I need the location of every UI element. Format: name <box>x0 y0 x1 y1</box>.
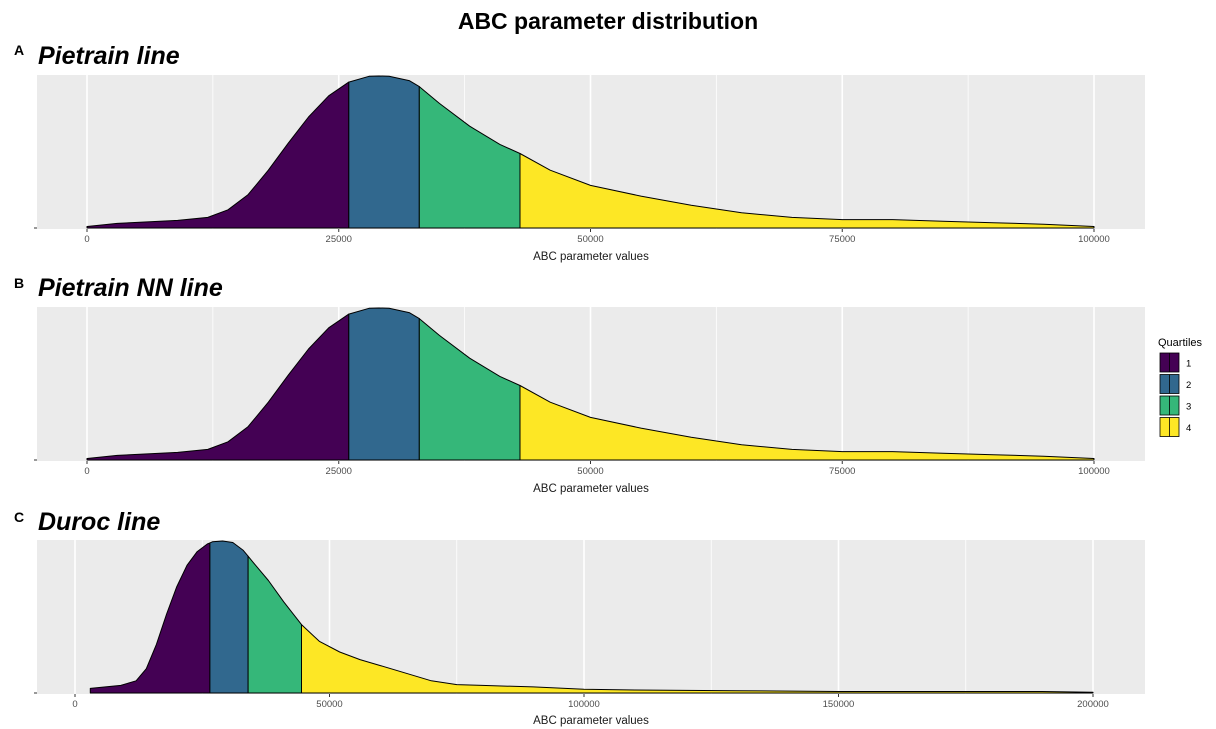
legend: Quartiles 1 2 3 4 <box>1158 337 1203 437</box>
x-tick-label: 50000 <box>316 699 342 710</box>
x-tick-label: 25000 <box>326 234 352 245</box>
legend-label: 1 <box>1186 359 1191 370</box>
quartile-1-area <box>86 81 350 229</box>
quartile-2-area <box>348 75 420 229</box>
x-axis-label: ABC parameter values <box>533 715 649 727</box>
x-tick-label: 0 <box>84 234 89 245</box>
page-title: ABC parameter distribution <box>457 8 759 34</box>
quartile-4-area <box>519 385 1095 461</box>
legend-label: 4 <box>1186 423 1191 434</box>
panel-title: Pietrain NN line <box>38 274 223 302</box>
quartile-2-area <box>348 307 420 461</box>
x-tick-label: 50000 <box>577 234 603 245</box>
x-axis-label: ABC parameter values <box>533 251 649 263</box>
panel-letter: A <box>14 42 24 58</box>
quartile-4-area <box>519 153 1095 229</box>
quartile-1-area <box>89 542 211 694</box>
legend-key-4: 4 <box>1159 417 1191 437</box>
x-axis-label: ABC parameter values <box>533 483 649 495</box>
x-tick-label: 100000 <box>1078 234 1110 245</box>
density-panel-b: B Pietrain NN line 0 25000 50000 75000 100000 A… <box>14 274 1145 495</box>
x-tick-label: 200000 <box>1077 699 1109 710</box>
x-tick-label: 100000 <box>1078 466 1110 477</box>
quartile-2-area <box>209 540 249 694</box>
x-tick-label: 50000 <box>577 466 603 477</box>
panel-title: Duroc line <box>38 508 160 536</box>
x-tick-label: 0 <box>84 466 89 477</box>
density-panel-c: C Duroc line 0 50000 100000 150000 200000 ABC p… <box>14 508 1145 727</box>
legend-key-3: 3 <box>1159 395 1191 416</box>
legend-label: 2 <box>1186 380 1191 391</box>
legend-label: 3 <box>1186 402 1191 413</box>
x-tick-label: 75000 <box>829 466 855 477</box>
density-panel-a: A Pietrain line 0 25000 50000 75000 100000 ABC … <box>14 42 1145 263</box>
legend-key-2: 2 <box>1159 374 1191 394</box>
x-tick-label: 0 <box>72 699 77 710</box>
legend-title: Quartiles <box>1158 337 1203 349</box>
quartile-1-area <box>86 313 350 461</box>
legend-key-1: 1 <box>1159 352 1191 373</box>
panel-title: Pietrain line <box>38 42 180 70</box>
x-tick-label: 100000 <box>568 699 600 710</box>
panel-letter: C <box>14 509 24 525</box>
quartile-4-area <box>301 624 1094 694</box>
x-tick-label: 25000 <box>326 466 352 477</box>
x-tick-label: 75000 <box>829 234 855 245</box>
panel-letter: B <box>14 275 24 291</box>
x-tick-label: 150000 <box>823 699 855 710</box>
